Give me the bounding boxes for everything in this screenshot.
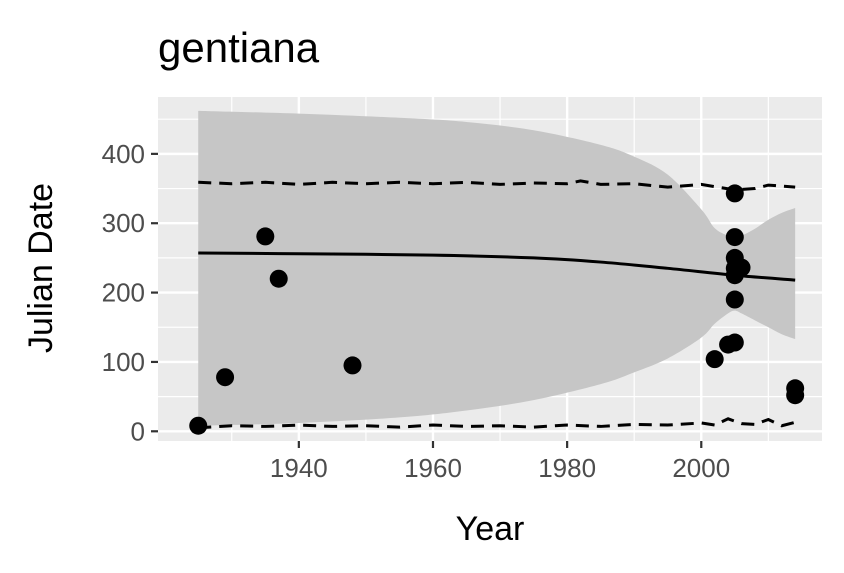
y-axis-title: Julian Date [22,183,60,353]
data-point [256,227,275,246]
x-tick-label: 1960 [404,453,462,483]
data-point [725,333,744,352]
y-tick-label: 200 [102,278,145,308]
y-tick-label: 400 [102,139,145,169]
upper-bound-line [198,179,796,192]
x-axis: 1940 1960 1980 2000 [270,441,730,483]
x-tick-label: 2000 [672,453,730,483]
data-point [343,356,362,375]
data-point [189,416,208,435]
data-points [189,184,805,435]
data-point [732,258,751,277]
data-point [269,269,288,288]
chart-title: gentiana [158,24,320,71]
y-tick-label: 100 [102,347,145,377]
confidence-band [198,110,796,426]
data-point [786,379,805,398]
data-point [725,184,744,203]
x-axis-title: Year [456,510,525,548]
y-tick-label: 0 [131,416,145,446]
data-point [705,350,724,369]
x-tick-label: 1980 [538,453,596,483]
lower-bound-line [198,417,796,430]
y-axis: 0 100 200 300 400 [102,139,158,446]
y-tick-label: 300 [102,208,145,238]
x-tick-label: 1940 [270,453,328,483]
data-point [216,368,235,387]
data-point [725,290,744,309]
fit-line [198,251,796,282]
data-point [725,228,744,247]
